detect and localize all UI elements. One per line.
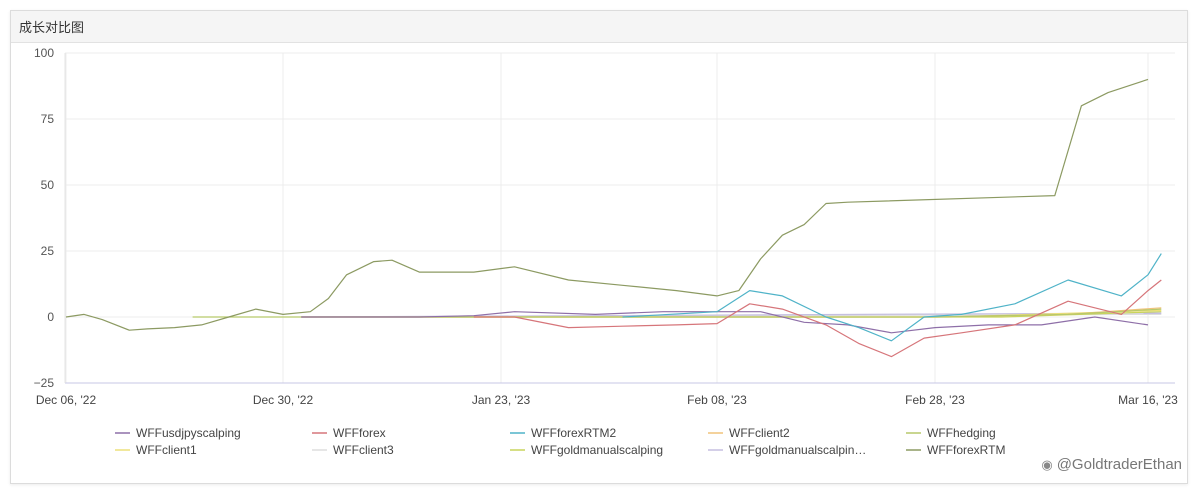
x-tick-label: Dec 06, '22 [36, 393, 97, 407]
legend-label: WFFforexRTM [927, 443, 1005, 457]
y-tick-label: 75 [41, 112, 55, 126]
panel-header: 成长对比图 [11, 11, 1187, 43]
series-line [192, 308, 1162, 318]
watermark: ◉ @GoldtraderEthan [1041, 456, 1182, 473]
y-tick-label: 0 [47, 310, 54, 324]
y-tick-label: 25 [41, 244, 55, 258]
x-tick-label: Dec 30, '22 [253, 393, 314, 407]
x-tick-label: Mar 16, '23 [1118, 393, 1178, 407]
y-tick-label: −25 [34, 376, 55, 390]
x-tick-label: Feb 28, '23 [905, 393, 965, 407]
watermark-text: @GoldtraderEthan [1056, 456, 1182, 473]
legend-label: WFFhedging [927, 426, 996, 440]
legend-label: WFFforexRTM2 [531, 426, 616, 440]
chart-panel: 成长对比图 [10, 10, 1188, 484]
x-tick-label: Jan 23, '23 [472, 393, 531, 407]
y-tick-label: 100 [34, 46, 54, 60]
legend-label: WFFclient2 [729, 426, 790, 440]
legend-label: WFFusdjpyscalping [136, 426, 241, 440]
legend-label: WFFgoldmanualscalpin… [729, 443, 866, 457]
legend-label: WFFclient1 [136, 443, 197, 457]
legend-label: WFFclient3 [333, 443, 394, 457]
panel-title: 成长对比图 [19, 20, 85, 35]
series-line [473, 279, 1162, 358]
weibo-icon: ◉ [1041, 456, 1053, 472]
legend-label: WFFgoldmanualscalping [531, 443, 663, 457]
y-tick-label: 50 [41, 178, 55, 192]
series-line [622, 253, 1162, 342]
legend-label: WFFforex [333, 426, 386, 440]
x-tick-label: Feb 08, '23 [687, 393, 747, 407]
series-line [65, 78, 1149, 331]
